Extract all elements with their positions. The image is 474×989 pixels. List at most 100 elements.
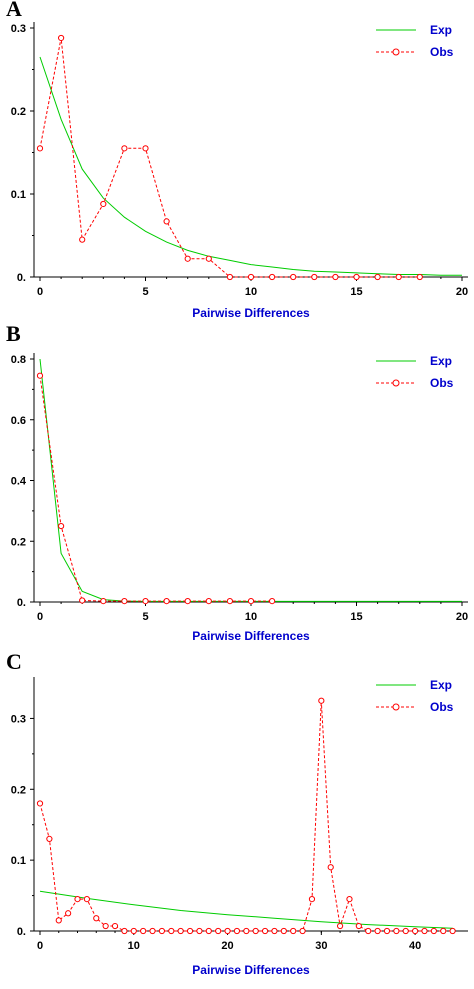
data-point-obs [247,597,255,605]
data-point-obs [93,915,100,922]
legend-label-exp: Exp [430,678,452,692]
x-tick-label: 0 [37,940,43,952]
data-point-obs [226,273,233,281]
data-point-obs [46,835,53,842]
data-point-obs [440,927,447,935]
data-point-obs [58,34,65,42]
data-point-obs [421,927,428,935]
y-tick-label: 0.6 [11,415,26,427]
x-axis-label: Pairwise Differences [192,306,310,320]
y-tick-label: 0.3 [11,713,26,725]
x-tick-label: 20 [456,286,468,298]
panel-a: A 0. 0.1 0.2 0.3 0 5 10 15 20 Pairwise Difference… [0,0,474,330]
data-point-obs [290,273,297,281]
data-point-obs [177,927,184,935]
data-point-obs [36,145,44,152]
data-point-obs [65,910,72,917]
data-point-obs [336,922,344,930]
data-point-obs [393,927,400,935]
x-axis-label: Pairwise Differences [192,629,310,643]
legend-marker-obs [392,703,400,711]
data-point-obs [374,273,381,281]
series-line-exp [39,358,462,602]
data-point-obs [186,927,194,935]
x-axis-label: Pairwise Differences [192,963,310,977]
x-tick-label: 10 [128,940,140,952]
chart-b: 0. 0.2 0.4 0.6 0.8 0 5 10 15 20 Pairwise Differenc… [11,353,468,643]
x-tick-label: 5 [142,611,148,623]
data-point-obs [233,927,241,935]
data-point-obs [430,927,437,935]
data-point-obs [121,927,128,935]
data-point-obs [83,896,90,903]
data-point-obs [365,927,372,935]
x-tick-label: 0 [37,611,43,623]
data-point-obs [121,145,128,152]
data-point-obs [353,273,360,281]
legend-label-obs: Obs [430,45,454,59]
y-tick-label: 0.1 [11,189,26,201]
x-tick-label: 5 [142,286,148,298]
data-point-obs [416,273,423,281]
chart-a: 0. 0.1 0.2 0.3 0 5 10 15 20 Pairwise Differences E… [11,22,468,320]
panel-label-c: C [6,649,22,674]
data-point-obs [311,273,318,281]
data-point-obs [374,927,381,935]
data-point-obs [395,273,402,281]
data-point-obs [412,927,419,935]
data-point-obs [299,927,306,935]
data-point-obs [79,236,86,243]
y-tick-label: 0.8 [11,354,26,366]
panel-label-a: A [6,0,22,21]
x-tick-label: 20 [456,611,468,623]
data-point-obs [318,697,325,704]
data-point-obs [355,922,362,930]
data-point-obs [163,218,170,225]
data-point-obs [130,927,137,935]
data-point-obs [149,927,156,935]
data-point-obs [102,922,109,930]
legend-label-obs: Obs [430,700,454,714]
x-tick-label: 15 [350,611,362,623]
data-point-obs [58,522,65,530]
data-point-obs [168,927,175,935]
x-tick-label: 0 [37,286,43,298]
data-point-obs [332,273,339,281]
data-point-obs [74,896,81,903]
legend-label-obs: Obs [430,376,454,390]
data-point-obs [55,917,62,924]
data-point-obs [79,597,86,604]
x-tick-label: 40 [409,940,421,952]
y-tick-label: 0.3 [11,23,26,35]
data-point-obs [224,927,231,935]
legend-label-exp: Exp [430,354,452,368]
data-point-obs [163,597,170,605]
data-point-obs [100,597,107,605]
data-point-obs [111,922,119,930]
x-tick-label: 10 [245,611,257,623]
data-point-obs [142,597,149,605]
data-point-obs [184,597,191,605]
data-point-obs [36,800,44,807]
data-point-obs [247,273,255,281]
data-point-obs [100,200,107,208]
data-point-obs [269,273,276,281]
y-tick-label: 0.4 [11,476,27,488]
x-tick-label: 15 [350,286,362,298]
data-point-obs [280,927,287,935]
y-tick-label: 0.2 [11,536,26,548]
data-point-obs [346,896,353,903]
series-line-exp [39,56,462,276]
y-tick-label: 0. [17,272,26,284]
legend-label-exp: Exp [430,23,452,37]
data-point-obs [243,927,250,935]
data-point-obs [196,927,203,935]
panel-label-b: B [6,321,21,346]
data-point-obs [290,927,297,935]
x-tick-label: 20 [221,940,233,952]
y-tick-label: 0. [17,926,26,938]
series-line-obs [39,375,273,602]
panel-c: C 0. 0.1 0.2 0.3 0 10 20 30 40 Pairwise Differenc… [0,649,474,989]
legend-marker-obs [392,379,400,387]
data-point-obs [215,927,222,935]
